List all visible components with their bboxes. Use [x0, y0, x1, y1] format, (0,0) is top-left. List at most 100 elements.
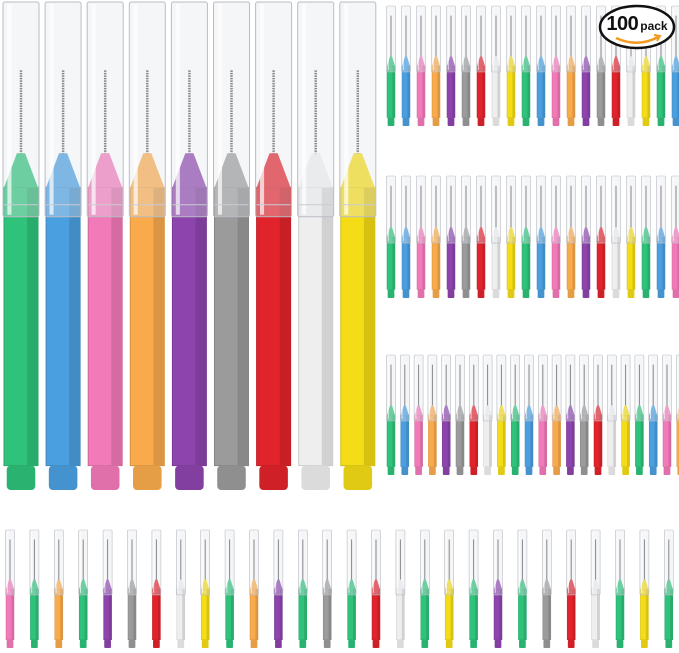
cap-highlight: [260, 4, 265, 215]
cap-highlight: [592, 532, 594, 593]
brush-base: [553, 466, 560, 475]
brush-pink: [86, 1, 124, 490]
brush-base: [552, 117, 560, 126]
cap-highlight: [226, 532, 228, 593]
brush-tip: [580, 405, 589, 415]
cap-highlight: [80, 532, 81, 593]
brush-cap: [44, 1, 82, 218]
brush-base: [6, 465, 36, 490]
brush-base: [462, 117, 470, 126]
handle-shade: [668, 415, 671, 467]
brush-tip: [402, 56, 410, 66]
handle-shade: [452, 66, 455, 118]
handle-shade: [512, 237, 515, 290]
handle-shade: [647, 66, 650, 118]
handle-shade: [27, 187, 38, 466]
arrowhead-icon: [653, 34, 662, 42]
brush-tip: [627, 56, 635, 66]
brush-base: [649, 466, 657, 475]
brush-green: [224, 529, 235, 648]
cap-highlight: [492, 8, 494, 70]
cap-highlight: [432, 8, 434, 70]
cap-highlight: [498, 357, 500, 419]
brush-tip: [400, 405, 409, 415]
cap-highlight: [456, 357, 458, 419]
handle-shade: [670, 589, 673, 640]
cap-highlight: [217, 4, 222, 215]
cap-highlight: [484, 357, 486, 419]
brush-blue: [536, 175, 546, 298]
handle-shade: [632, 66, 635, 118]
brush-orange: [128, 1, 166, 490]
handle-shade: [602, 66, 605, 118]
handle-shade: [597, 589, 600, 640]
handle-shade: [475, 415, 478, 467]
brush-base: [642, 117, 650, 126]
brush-green: [521, 175, 531, 298]
brush-purple: [170, 1, 208, 490]
cap-highlight: [525, 357, 527, 419]
brush-tip: [664, 579, 673, 589]
brush-base: [477, 117, 485, 126]
brush-base: [672, 289, 679, 298]
handle-shade: [627, 415, 630, 467]
handle-shade: [35, 589, 39, 640]
handle-shade: [422, 66, 425, 118]
cap-highlight: [642, 178, 644, 242]
brush-tip: [176, 579, 185, 589]
cap-highlight: [372, 532, 374, 593]
handle-shade: [422, 237, 425, 290]
cap-highlight: [627, 178, 629, 242]
brush-base: [567, 466, 574, 475]
cap-highlight: [299, 532, 301, 593]
brush-green: [663, 529, 674, 648]
cap-highlight: [443, 357, 444, 419]
brush-tip: [612, 227, 620, 237]
brush-base: [522, 117, 530, 126]
brush-purple: [565, 354, 576, 475]
brush-cap: [170, 1, 208, 218]
brush-base: [665, 639, 673, 648]
brush-white: [176, 529, 186, 648]
cap-highlight: [387, 357, 389, 419]
pack-unit: pack: [640, 19, 668, 33]
cap-highlight: [477, 178, 479, 242]
cap-highlight: [581, 357, 582, 419]
cap-highlight: [597, 8, 599, 70]
brush-base: [104, 639, 111, 648]
brush-gray: [127, 529, 137, 648]
cap-highlight: [567, 8, 569, 70]
handle-shade: [406, 415, 409, 467]
brush-tip: [640, 579, 649, 589]
brush-pink: [662, 354, 672, 475]
brush-base: [592, 639, 599, 648]
brush-base: [402, 289, 410, 298]
brush-tip: [492, 227, 500, 237]
brush-tip: [214, 153, 249, 188]
brush-yellow: [506, 175, 516, 298]
brush-purple: [581, 5, 591, 126]
brush-green: [634, 354, 645, 475]
handle-shade: [467, 237, 470, 290]
brush-tip: [542, 579, 551, 589]
brush-base: [498, 466, 505, 475]
cap-highlight: [275, 532, 277, 593]
brush-orange: [427, 354, 438, 475]
brush-white: [297, 1, 335, 490]
cap-highlight: [7, 4, 12, 215]
cap-highlight: [387, 8, 389, 70]
brush-tip: [525, 405, 533, 415]
brush-cap: [671, 175, 679, 244]
brush-base: [201, 639, 209, 648]
handle-shade: [602, 237, 605, 290]
brush-base: [128, 639, 136, 648]
brush-tip: [417, 56, 425, 66]
brush-base: [470, 466, 478, 475]
brush-purple: [581, 175, 591, 298]
brush-base: [612, 289, 620, 298]
brush-tip: [582, 227, 590, 237]
brush-base: [494, 639, 502, 648]
handle-shade: [328, 589, 332, 640]
brush-base: [484, 466, 491, 475]
brush-tip: [518, 579, 527, 589]
